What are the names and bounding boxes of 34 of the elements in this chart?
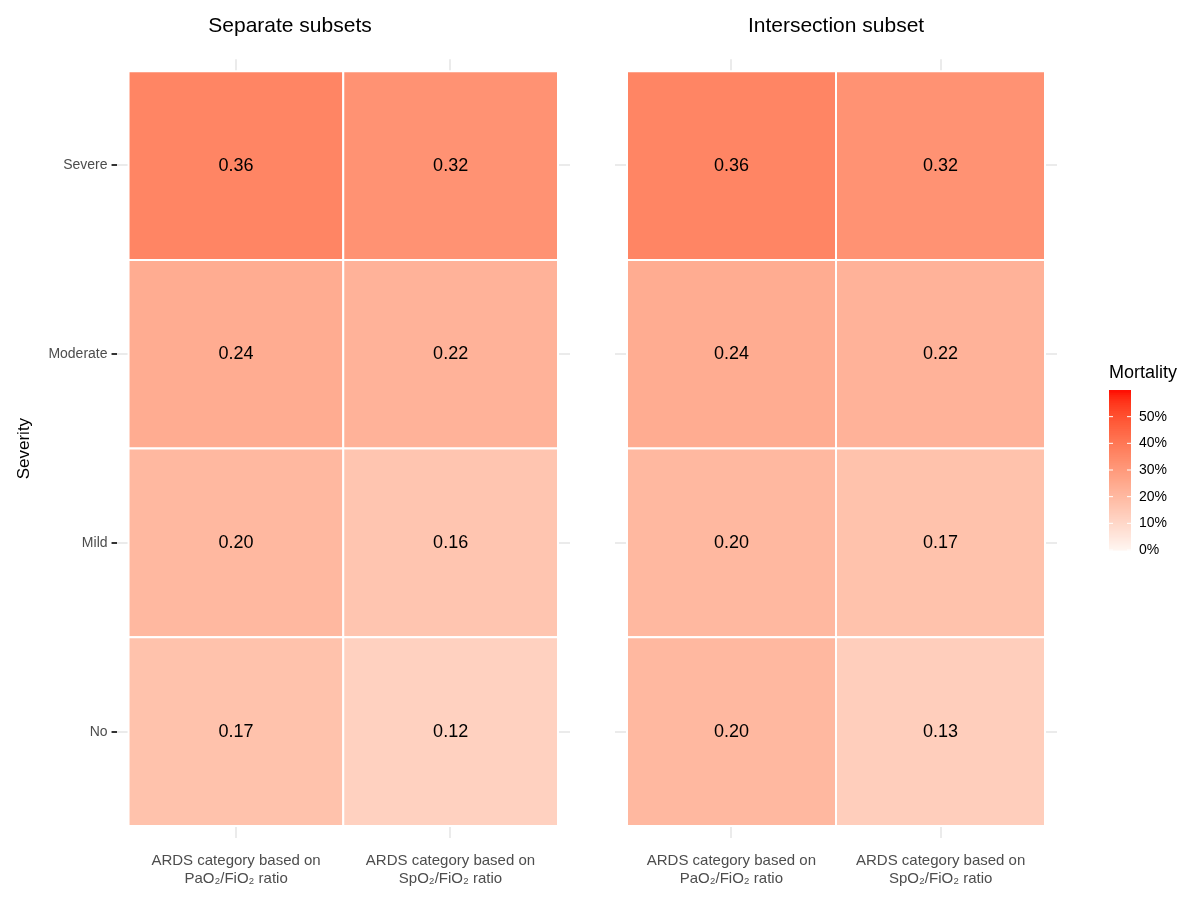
data-label: 0.20 [218,531,254,552]
data-label: 0.20 [713,720,750,741]
color-bar-label: 20% [1139,487,1168,504]
y-tick-label: Moderate [48,345,108,362]
y-tick-label: Severe [63,156,108,173]
x-tick-label: ARDS category based on SpO₂/FiO₂ ratio [856,851,1026,887]
data-label: 0.24 [713,343,750,364]
y-tick-label: Mild [81,533,108,550]
data-label: 0.24 [218,343,254,364]
color-bar-label: 30% [1139,460,1168,477]
x-tick-label: ARDS category based on SpO₂/FiO₂ ratio [365,851,536,887]
data-label: 0.13 [922,720,959,741]
x-tick-label: ARDS category based on PaO₂/FiO₂ ratio [151,851,321,887]
y-axis-title: Severity [13,417,33,480]
data-label: 0.17 [218,720,254,741]
data-label: 0.32 [922,154,959,175]
data-label: 0.17 [922,531,959,552]
color-bar-label: 40% [1139,434,1168,451]
color-bar-label: 0% [1139,540,1160,557]
color-bar-label: 10% [1139,514,1168,531]
y-tick-label: No [89,722,108,739]
data-label: 0.36 [713,154,750,175]
data-label: 0.36 [218,154,254,175]
chart-title: Separate subsets [208,13,372,37]
data-label: 0.22 [922,343,959,364]
color-bar-title: Mortality [1109,362,1178,382]
data-label: 0.12 [433,720,469,741]
data-label: 0.22 [433,343,469,364]
x-tick-label: ARDS category based on PaO₂/FiO₂ ratio [646,851,816,887]
data-label: 0.20 [713,531,750,552]
color-bar-label: 50% [1139,407,1168,424]
data-label: 0.16 [433,531,469,552]
data-label: 0.32 [433,154,469,175]
chart-title: Intersection subset [747,13,925,37]
